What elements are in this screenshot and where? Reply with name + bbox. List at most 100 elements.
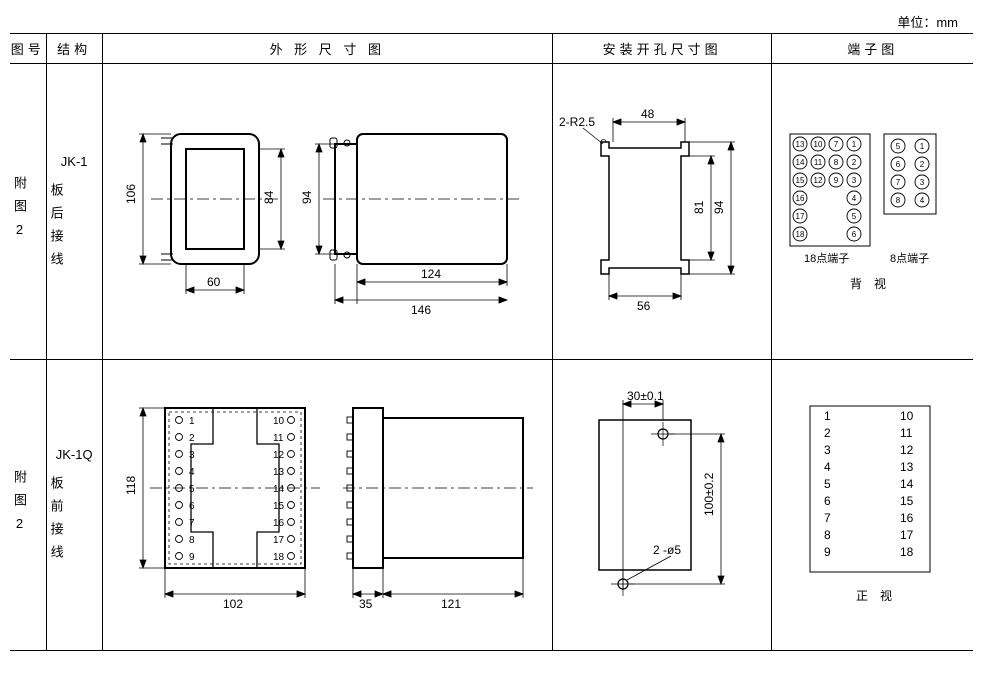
svg-text:1: 1 (824, 409, 831, 423)
svg-text:14: 14 (273, 484, 285, 495)
dim-60: 60 (207, 275, 221, 289)
svg-text:16: 16 (900, 511, 914, 525)
grid8-label: 8点端子 (890, 252, 929, 265)
dim-56: 56 (637, 299, 651, 313)
svg-text:7: 7 (824, 511, 831, 525)
svg-text:9: 9 (189, 552, 195, 563)
idx-label-1: 附图2 (10, 176, 29, 247)
view-label-1: 背 视 (850, 276, 886, 291)
header-outline: 外 形 尺 寸 图 (102, 34, 552, 64)
svg-text:13: 13 (273, 467, 285, 478)
term-drawing-2: 123456789101112131415161718 正 视 (772, 360, 972, 650)
svg-text:17: 17 (796, 212, 805, 221)
term-cell-1: 131071141182151293164175186 51627384 18点… (772, 64, 973, 360)
svg-text:1: 1 (189, 416, 195, 427)
svg-text:11: 11 (273, 433, 284, 444)
svg-text:6: 6 (824, 494, 831, 508)
svg-text:10: 10 (273, 416, 285, 427)
dim-48: 48 (641, 107, 655, 121)
svg-text:10: 10 (814, 140, 823, 149)
dim-102: 102 (223, 597, 243, 611)
header-term: 端子图 (772, 34, 973, 64)
struct-cell-2: JK-1Q 板前接线 (46, 360, 102, 651)
svg-text:14: 14 (900, 477, 914, 491)
svg-text:7: 7 (896, 178, 901, 187)
outline-drawing-2: 123456789 101112131415161718 (103, 360, 551, 650)
struct-code-2: JK-1Q (47, 442, 102, 468)
dim-146: 146 (411, 303, 431, 317)
svg-text:12: 12 (900, 443, 914, 457)
svg-text:9: 9 (824, 545, 831, 559)
svg-text:2: 2 (920, 160, 925, 169)
svg-text:8: 8 (834, 158, 839, 167)
unit-label: 单位：mm (10, 10, 973, 33)
dim-94b: 94 (712, 200, 726, 214)
term-cell-2: 123456789101112131415161718 正 视 (772, 360, 973, 651)
dim-118: 118 (124, 476, 138, 495)
svg-text:2: 2 (189, 433, 195, 444)
struct-cell-1: JK-1 板后接线 (46, 64, 102, 360)
svg-text:18: 18 (273, 552, 285, 563)
drawing-table: 图号 结构 外 形 尺 寸 图 安装开孔尺寸图 端子图 附图2 JK-1 板后接… (10, 33, 973, 651)
idx-cell-2: 附图2 (10, 360, 46, 651)
struct-desc-2: 板前接线 (47, 476, 66, 568)
svg-text:4: 4 (824, 460, 831, 474)
svg-text:6: 6 (852, 230, 857, 239)
idx-cell-1: 附图2 (10, 64, 46, 360)
header-idx: 图号 (10, 34, 46, 64)
mount-cell-2: 30±0.1 100±0.2 2 -ø5 (552, 360, 772, 651)
svg-text:3: 3 (824, 443, 831, 457)
svg-text:6: 6 (896, 160, 901, 169)
term-drawing-1: 131071141182151293164175186 51627384 18点… (772, 64, 972, 359)
idx-label-2: 附图2 (10, 470, 29, 541)
svg-text:9: 9 (834, 176, 839, 185)
svg-text:5: 5 (896, 142, 901, 151)
mount-drawing-2: 30±0.1 100±0.2 2 -ø5 (553, 360, 771, 650)
svg-text:11: 11 (814, 158, 823, 167)
svg-text:2: 2 (824, 426, 831, 440)
dim-100: 100±0.2 (702, 472, 716, 516)
svg-text:18: 18 (796, 230, 805, 239)
dim-94: 94 (300, 190, 314, 204)
dim-81: 81 (692, 200, 706, 214)
grid18-label: 18点端子 (804, 252, 849, 265)
svg-text:8: 8 (189, 535, 195, 546)
mount-cell-1: 2-R2.5 (552, 64, 772, 360)
dim-121: 121 (441, 597, 461, 611)
svg-text:12: 12 (273, 450, 285, 461)
svg-text:14: 14 (796, 158, 805, 167)
svg-text:5: 5 (852, 212, 857, 221)
dim-35: 35 (359, 597, 373, 611)
outline-drawing-1: 106 84 60 (103, 64, 551, 359)
outline-cell-2: 123456789 101112131415161718 (102, 360, 552, 651)
svg-text:15: 15 (796, 176, 805, 185)
header-struct: 结构 (46, 34, 102, 64)
svg-text:8: 8 (896, 196, 901, 205)
svg-text:1: 1 (852, 140, 857, 149)
svg-text:3: 3 (189, 450, 195, 461)
svg-text:17: 17 (900, 528, 914, 542)
hole-note: 2 -ø5 (653, 543, 681, 557)
svg-text:3: 3 (852, 176, 857, 185)
svg-text:4: 4 (189, 467, 195, 478)
svg-text:2: 2 (852, 158, 857, 167)
svg-text:16: 16 (796, 194, 805, 203)
struct-desc-1: 板后接线 (47, 183, 66, 275)
svg-text:7: 7 (834, 140, 839, 149)
svg-text:3: 3 (920, 178, 925, 187)
mount-drawing-1: 2-R2.5 (553, 64, 771, 359)
svg-text:18: 18 (900, 545, 914, 559)
svg-text:4: 4 (920, 196, 925, 205)
dim-30: 30±0.1 (627, 389, 664, 403)
svg-text:15: 15 (273, 501, 285, 512)
svg-text:13: 13 (900, 460, 914, 474)
svg-text:6: 6 (189, 501, 195, 512)
dim-84: 84 (262, 190, 276, 204)
svg-text:4: 4 (852, 194, 857, 203)
svg-text:5: 5 (189, 484, 195, 495)
header-mount: 安装开孔尺寸图 (552, 34, 772, 64)
svg-text:16: 16 (273, 518, 285, 529)
svg-text:15: 15 (900, 494, 914, 508)
outline-cell-1: 106 84 60 (102, 64, 552, 360)
svg-text:8: 8 (824, 528, 831, 542)
